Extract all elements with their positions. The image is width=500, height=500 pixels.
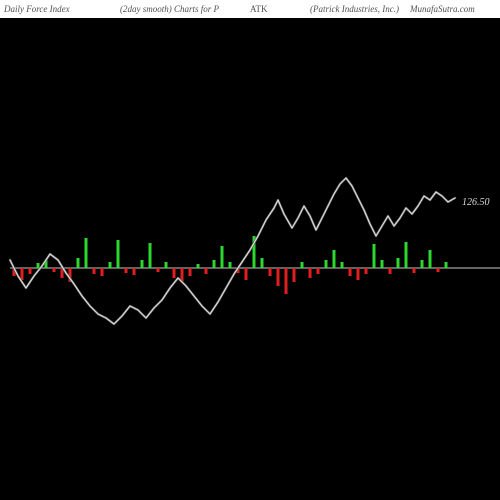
header-company: (Patrick Industries, Inc.) <box>310 4 399 14</box>
chart-svg <box>0 18 500 500</box>
chart-area: 126.50 <box>0 18 500 500</box>
chart-header: Daily Force Index (2day smooth) Charts f… <box>0 0 500 18</box>
last-price-label: 126.50 <box>462 197 490 208</box>
header-left-label: Daily Force Index <box>4 4 70 14</box>
header-mid-label: (2day smooth) Charts for P <box>120 4 219 14</box>
header-ticker: ATK <box>250 4 268 14</box>
header-site: MunafaSutra.com <box>410 4 475 14</box>
